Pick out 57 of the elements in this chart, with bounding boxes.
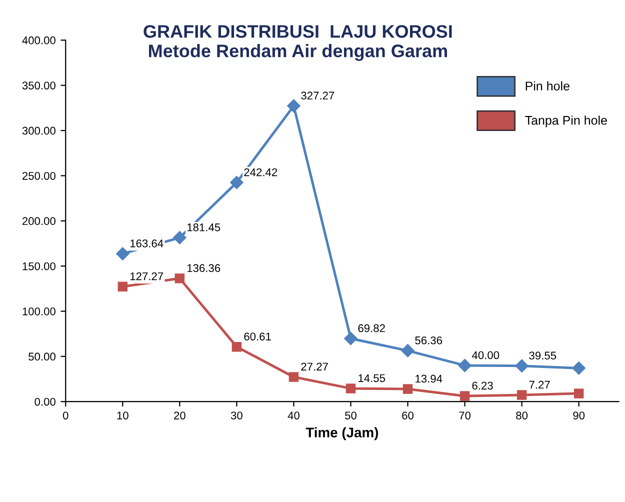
y-tick-label: 300.00 [22,126,56,135]
point [458,358,472,372]
data-label: 27.27 [301,362,328,370]
data-label: 242.42 [244,168,278,176]
y-tick-label: 250.00 [22,172,56,180]
point [173,231,186,244]
point [116,247,130,260]
point [516,390,527,400]
point [174,274,185,284]
x-tick-label: 0 [62,412,68,420]
y-tick-label: 200.00 [22,217,56,226]
x-tick-label: 40 [288,412,300,420]
x-tick-label: 90 [573,412,585,420]
data-label: 13.94 [416,374,442,383]
data-label: 181.45 [187,223,220,232]
data-label: 40.00 [472,351,500,360]
x-tick-label: 20 [174,412,186,420]
data-label: 127.27 [130,272,164,280]
x-tick-label: 10 [117,412,128,420]
point [574,388,584,398]
data-label: 7.27 [529,380,550,389]
point [344,332,358,346]
x-tick-label: 70 [459,412,471,420]
point [232,342,242,352]
y-tick-label: 150.00 [22,262,56,270]
point [288,372,299,382]
y-tick-label: 350.00 [22,82,56,90]
y-tick-label: 0.00 [34,398,56,406]
data-label: 14.55 [358,374,386,382]
point [402,384,413,394]
x-tick-label: 50 [345,412,356,420]
point [401,344,414,358]
x-tick-label: 60 [402,412,414,420]
x-tick-label: 80 [516,412,528,420]
point [346,384,356,394]
legend-label: Tanpa Pin hole [525,116,607,128]
point [460,391,470,401]
data-label: 39.55 [529,352,556,360]
y-tick-label: 50.00 [28,352,56,361]
data-label: 327.27 [301,92,334,100]
y-tick-label: 100.00 [22,308,56,316]
point [572,362,586,375]
x-tick-label: 30 [230,412,242,420]
point [230,176,244,190]
y-tick-label: 400.00 [22,36,56,44]
x-axis-title: Time (Jam) [306,427,378,440]
data-label: 56.36 [415,336,442,344]
data-label: 60.61 [244,332,271,340]
point [287,99,300,112]
data-label: 163.64 [130,240,164,248]
point [118,282,128,292]
data-label: 6.23 [472,382,493,390]
point [515,359,528,372]
legend-label: Pin hole [526,81,570,90]
data-label: 69.82 [358,324,385,332]
data-label: 136.36 [187,264,220,272]
chart-title: GRAFIK DISTRIBUSI LAJU KOROSI Metode Rendam Air dengan Garam [144,25,452,61]
